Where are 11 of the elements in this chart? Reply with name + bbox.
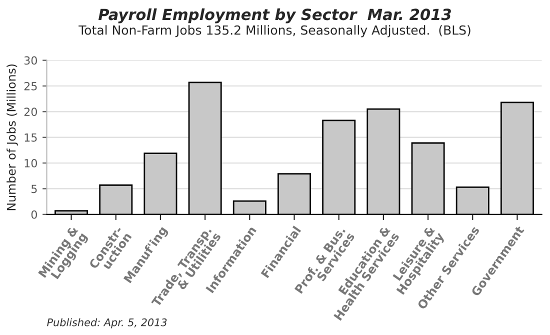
text: Published: Apr. 5, 2013 <box>47 318 167 328</box>
chart-title: Payroll Employment by Sector Mar. 2013 <box>98 8 451 24</box>
chart-subtitle: Total Non-Farm Jobs 135.2 Millions, Seasonally Adjusted. (BLS) <box>78 25 470 38</box>
y-tick-label: 25 <box>24 82 37 90</box>
y-tick-label: 20 <box>24 108 37 116</box>
y-tick-label: 30 <box>24 56 37 65</box>
y-tick-label: 5 <box>32 184 37 194</box>
y-axis-title: Number of Jobs (Millions) <box>6 64 18 210</box>
y-tick-label: 0 <box>31 210 37 219</box>
y-tick-label: 10 <box>24 159 37 168</box>
y-tick-label: 15 <box>24 133 37 142</box>
